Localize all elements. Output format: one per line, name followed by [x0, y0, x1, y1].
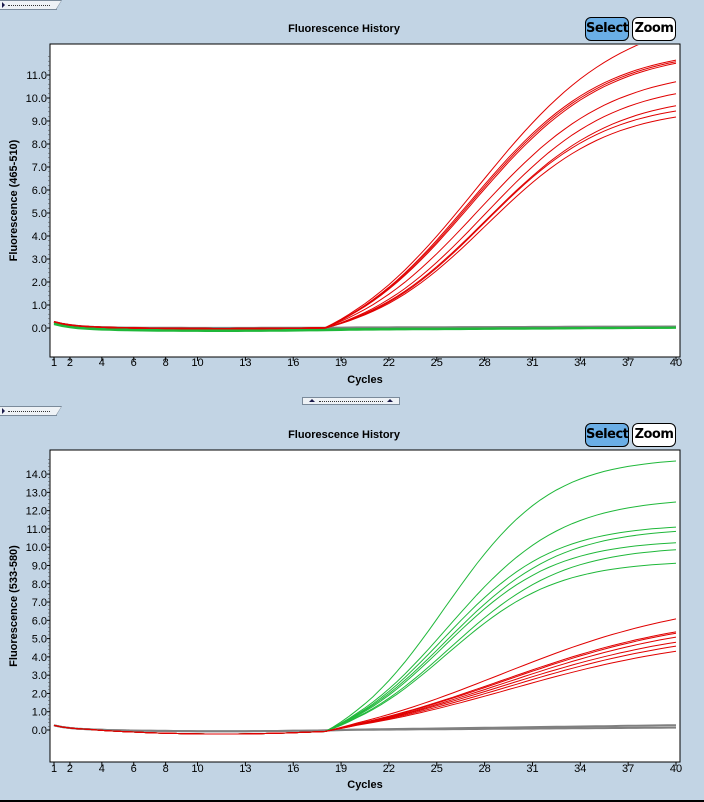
y-tick-label: 9.0 — [32, 560, 47, 572]
x-tick-label: 31 — [526, 357, 538, 369]
x-tick-label: 10 — [191, 357, 203, 369]
x-tick-label: 34 — [574, 357, 586, 369]
x-tick-label: 28 — [478, 763, 490, 775]
x-tick-label: 34 — [574, 763, 586, 775]
y-tick-label: 8.0 — [32, 579, 47, 591]
y-tick-label: 10.0 — [26, 542, 47, 554]
y-tick-label: 11.0 — [26, 524, 47, 536]
plot-area — [49, 43, 681, 358]
collapse-arrow-icon — [2, 2, 5, 8]
x-tick-label: 16 — [287, 357, 299, 369]
grip-dots — [319, 401, 383, 402]
x-tick-label: 22 — [383, 357, 395, 369]
chart-2-select-button[interactable]: Select — [585, 423, 629, 447]
x-tick-label: 31 — [526, 763, 538, 775]
chart-2-plot[interactable]: 0.01.02.03.04.05.06.07.08.09.010.011.012… — [0, 400, 704, 800]
tab-slant-fill — [56, 1, 61, 9]
chart-2-title: Fluorescence History — [288, 429, 400, 441]
chart-1-zoom-button[interactable]: Zoom — [632, 17, 676, 41]
y-tick-label: 4.0 — [32, 652, 47, 664]
top-collapse-tab[interactable] — [0, 0, 62, 10]
bottom-collapse-tab[interactable] — [0, 406, 62, 416]
x-tick-label: 8 — [163, 763, 169, 775]
chart-1-plot[interactable]: 0.01.02.03.04.05.06.07.08.09.010.011.01 2… — [0, 0, 704, 395]
series-line-red-7 — [53, 650, 677, 735]
bottom-border — [0, 800, 704, 802]
x-tick-label: 13 — [239, 763, 251, 775]
x-tick-label: 16 — [287, 763, 299, 775]
x-tick-label: 28 — [478, 357, 490, 369]
y-tick-label: 1.0 — [32, 300, 47, 312]
x-tick-label: 2 — [67, 763, 73, 775]
x-tick-label: 4 — [99, 357, 105, 369]
x-tick-label: 4 — [99, 763, 105, 775]
x-tick-label: 1 — [51, 357, 57, 369]
x-axis-label: Cycles — [347, 374, 382, 386]
x-tick-label: 22 — [383, 763, 395, 775]
y-tick-label: 3.0 — [32, 254, 47, 266]
y-tick-label: 14.0 — [26, 469, 47, 481]
y-tick-label: 0.0 — [32, 323, 47, 335]
collapse-arrow-icon — [2, 408, 5, 414]
grip-dots — [8, 411, 50, 412]
x-tick-label: 37 — [622, 357, 634, 369]
y-tick-label: 2.0 — [32, 688, 47, 700]
y-tick-label: 7.0 — [32, 597, 47, 609]
x-tick-label: 2 — [67, 357, 73, 369]
x-tick-label: 10 — [191, 763, 203, 775]
y-tick-label: 5.0 — [32, 208, 47, 220]
y-tick-label: 1.0 — [32, 707, 47, 719]
y-tick-label: 2.0 — [32, 277, 47, 289]
series-group — [53, 45, 677, 332]
y-axis-label: Fluorescence (533-580) — [8, 545, 20, 667]
x-tick-label: 40 — [670, 763, 682, 775]
x-tick-label: 13 — [239, 357, 251, 369]
x-tick-label: 6 — [131, 763, 137, 775]
pane-resize-handle[interactable] — [302, 397, 400, 405]
y-tick-label: 12.0 — [26, 506, 47, 518]
y-tick-label: 5.0 — [32, 634, 47, 646]
y-tick-label: 7.0 — [32, 162, 47, 174]
series-group — [53, 460, 677, 735]
y-tick-label: 11.0 — [26, 70, 47, 82]
y-tick-label: 0.0 — [32, 725, 47, 737]
tab-slant-fill — [56, 407, 61, 415]
x-tick-label: 25 — [431, 763, 443, 775]
x-tick-label: 37 — [622, 763, 634, 775]
chart-2-zoom-button[interactable]: Zoom — [632, 423, 676, 447]
plot-area — [49, 449, 681, 763]
y-tick-label: 10.0 — [26, 93, 47, 105]
resize-up-arrow-icon — [387, 399, 393, 402]
y-tick-label: 6.0 — [32, 185, 47, 197]
grip-dots — [8, 5, 50, 6]
x-tick-label: 19 — [335, 357, 347, 369]
y-axis-label: Fluorescence (465-510) — [8, 139, 20, 261]
y-tick-label: 3.0 — [32, 670, 47, 682]
y-tick-label: 8.0 — [32, 139, 47, 151]
y-tick-label: 9.0 — [32, 116, 47, 128]
chart-1-select-button[interactable]: Select — [585, 17, 629, 41]
x-tick-label: 25 — [431, 357, 443, 369]
x-tick-label: 6 — [131, 357, 137, 369]
x-tick-label: 40 — [670, 357, 682, 369]
chart-1-title: Fluorescence History — [288, 23, 400, 35]
x-tick-label: 1 — [51, 763, 57, 775]
resize-up-arrow-icon — [309, 399, 315, 402]
series-line-red-9 — [53, 116, 677, 330]
series-line-gray-2 — [53, 724, 676, 733]
y-tick-label: 4.0 — [32, 231, 47, 243]
series-line-green-2 — [53, 323, 677, 332]
y-tick-label: 13.0 — [26, 487, 47, 499]
y-tick-label: 6.0 — [32, 615, 47, 627]
x-tick-label: 19 — [335, 763, 347, 775]
x-axis-label: Cycles — [347, 779, 382, 791]
x-tick-label: 8 — [163, 357, 169, 369]
